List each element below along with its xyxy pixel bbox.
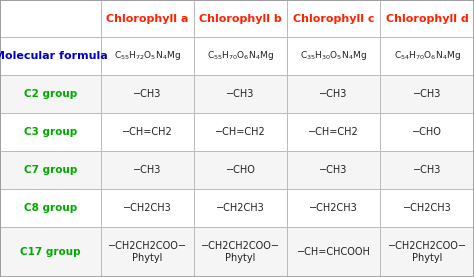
Text: C$_{55}$H$_{72}$O$_5$N$_4$Mg: C$_{55}$H$_{72}$O$_5$N$_4$Mg (114, 50, 181, 63)
Text: −CH3: −CH3 (133, 89, 162, 99)
Bar (194, 227, 287, 277)
Text: −CH=CH2: −CH=CH2 (215, 127, 266, 137)
Text: −CH=CHCOOH: −CH=CHCOOH (297, 247, 371, 257)
Bar (287, 37, 380, 75)
Text: C17 group: C17 group (20, 247, 81, 257)
Text: −CH2CH2COO−
Phytyl: −CH2CH2COO− Phytyl (388, 241, 466, 263)
Bar (380, 75, 474, 113)
Bar (101, 37, 194, 75)
Bar (287, 151, 380, 189)
Bar (194, 0, 287, 37)
Bar (194, 189, 287, 227)
Text: C8 group: C8 group (24, 203, 77, 213)
Text: C$_{54}$H$_{70}$O$_6$N$_4$Mg: C$_{54}$H$_{70}$O$_6$N$_4$Mg (393, 50, 460, 63)
Text: −CH=CH2: −CH=CH2 (308, 127, 359, 137)
Text: −CH3: −CH3 (226, 89, 255, 99)
Bar (380, 0, 474, 37)
Bar (101, 0, 194, 37)
Text: −CH3: −CH3 (413, 89, 441, 99)
Text: Chlorophyll a: Chlorophyll a (106, 14, 189, 24)
Bar (0, 189, 101, 227)
Text: Molecular formula: Molecular formula (0, 51, 108, 61)
Bar (380, 189, 474, 227)
Bar (101, 113, 194, 151)
Text: −CH3: −CH3 (413, 165, 441, 175)
Bar (0, 113, 101, 151)
Text: C$_{55}$H$_{70}$O$_6$N$_4$Mg: C$_{55}$H$_{70}$O$_6$N$_4$Mg (207, 50, 274, 63)
Text: C3 group: C3 group (24, 127, 77, 137)
Bar (287, 227, 380, 277)
Text: Chlorophyll c: Chlorophyll c (293, 14, 374, 24)
Text: −CHO: −CHO (412, 127, 442, 137)
Bar (194, 113, 287, 151)
Bar (0, 227, 101, 277)
Text: −CH3: −CH3 (133, 165, 162, 175)
Bar (287, 113, 380, 151)
Bar (194, 151, 287, 189)
Text: C$_{35}$H$_{30}$O$_5$N$_4$Mg: C$_{35}$H$_{30}$O$_5$N$_4$Mg (300, 50, 367, 63)
Text: −CH2CH3: −CH2CH3 (402, 203, 451, 213)
Bar (380, 37, 474, 75)
Bar (101, 75, 194, 113)
Text: −CH3: −CH3 (319, 165, 348, 175)
Bar (0, 37, 101, 75)
Bar (380, 113, 474, 151)
Bar (0, 75, 101, 113)
Text: Chlorophyll b: Chlorophyll b (199, 14, 282, 24)
Text: −CH2CH3: −CH2CH3 (309, 203, 358, 213)
Text: −CH2CH3: −CH2CH3 (123, 203, 172, 213)
Text: C2 group: C2 group (24, 89, 77, 99)
Text: −CH2CH3: −CH2CH3 (216, 203, 265, 213)
Text: Chlorophyll d: Chlorophyll d (386, 14, 468, 24)
Text: −CHO: −CHO (226, 165, 255, 175)
Text: −CH=CH2: −CH=CH2 (122, 127, 173, 137)
Bar (101, 227, 194, 277)
Bar (287, 75, 380, 113)
Bar (287, 189, 380, 227)
Bar (194, 37, 287, 75)
Text: −CH2CH2COO−
Phytyl: −CH2CH2COO− Phytyl (201, 241, 280, 263)
Text: −CH2CH2COO−
Phytyl: −CH2CH2COO− Phytyl (108, 241, 187, 263)
Bar (0, 151, 101, 189)
Bar (380, 227, 474, 277)
Bar (101, 189, 194, 227)
Bar (380, 151, 474, 189)
Text: C7 group: C7 group (24, 165, 77, 175)
Bar (194, 75, 287, 113)
Bar (101, 151, 194, 189)
Bar (0, 0, 101, 37)
Bar (287, 0, 380, 37)
Text: −CH3: −CH3 (319, 89, 348, 99)
